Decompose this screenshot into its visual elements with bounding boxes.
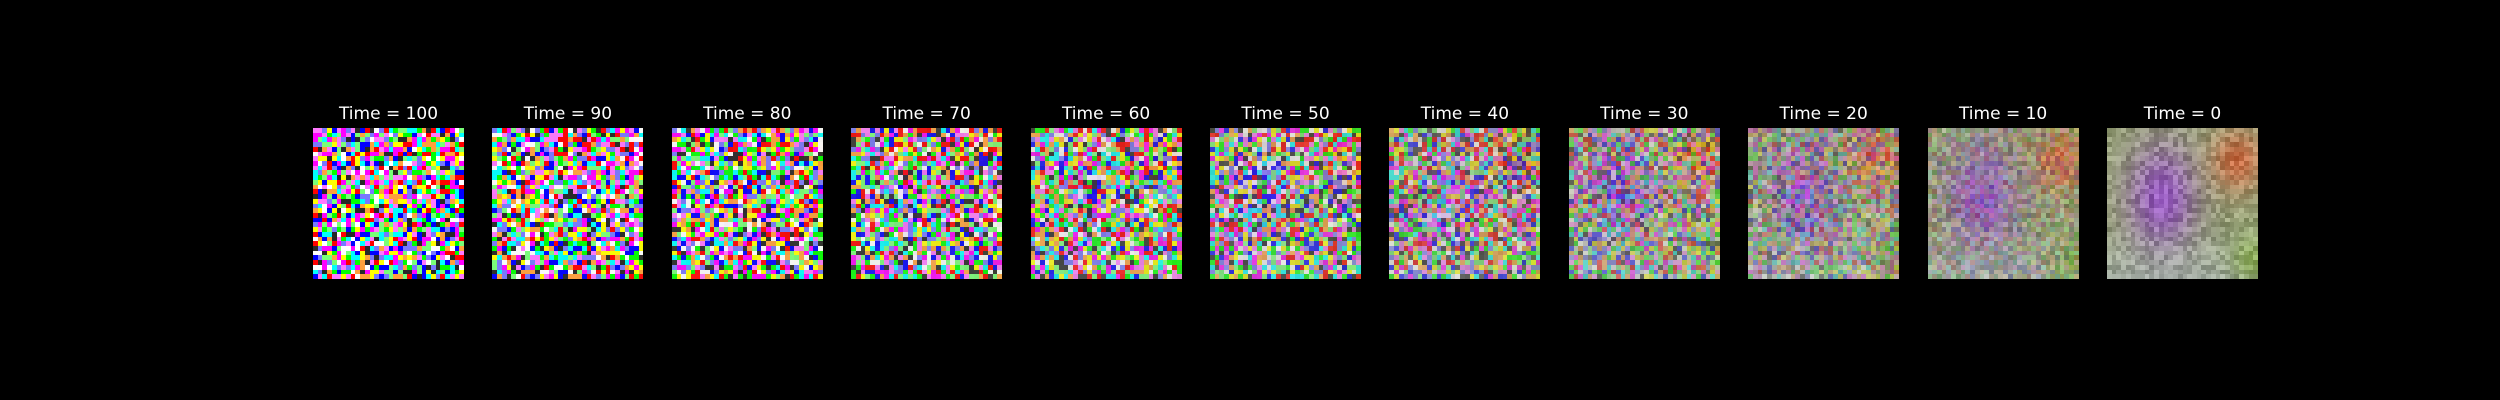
frame-title: Time = 70 (882, 104, 971, 124)
frame-panel: Time = 10 (1927, 104, 2079, 280)
frame-title: Time = 60 (1061, 104, 1151, 124)
frame-panel: Time = 100 (313, 104, 464, 280)
frame-panel: Time = 40 (1389, 104, 1541, 280)
frame-image (1927, 128, 2079, 279)
frame-title: Time = 50 (1241, 104, 1330, 124)
frame-title: Time = 10 (1958, 104, 2048, 124)
frame-panel: Time = 0 (2107, 104, 2258, 280)
frame-image (1748, 128, 1900, 279)
frame-panel: Time = 80 (671, 104, 823, 280)
frame-image (1568, 128, 1720, 279)
frame-title: Time = 80 (703, 104, 792, 124)
frame-image (313, 128, 464, 279)
frame-title: Time = 0 (2143, 104, 2222, 124)
frame-image (1389, 128, 1541, 279)
frame-image (671, 128, 823, 279)
frame-panel: Time = 20 (1748, 104, 1900, 280)
frame-panel: Time = 50 (1210, 104, 1361, 280)
frame-title: Time = 30 (1600, 104, 1689, 124)
frame-image (2107, 128, 2258, 279)
frame-panel: Time = 90 (492, 104, 644, 280)
frame-title: Time = 40 (1420, 104, 1510, 124)
frame-image (1210, 128, 1361, 279)
frame-title: Time = 90 (523, 104, 613, 124)
frame-panel: Time = 70 (851, 104, 1003, 280)
frame-panel: Time = 30 (1568, 104, 1720, 280)
frame-image (492, 128, 644, 279)
frame-image (851, 128, 1003, 279)
frame-title: Time = 20 (1779, 104, 1868, 124)
frame-title: Time = 100 (338, 104, 439, 124)
frame-panel: Time = 60 (1030, 104, 1182, 280)
frame-image (1030, 128, 1182, 279)
